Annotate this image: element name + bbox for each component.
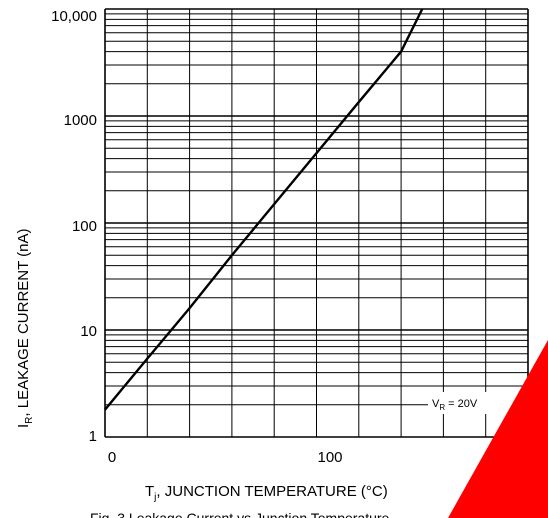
y-tick-1000: 1000 [64, 112, 97, 129]
y-axis-title-main: I [15, 424, 32, 428]
watermark-diagonal [448, 340, 548, 518]
x-axis-title-sub: j [153, 492, 156, 503]
y-tick-1: 1 [89, 428, 97, 445]
annotation-box [428, 392, 512, 414]
watermark-stroke [448, 340, 548, 518]
y-axis-title-sub: R [24, 417, 35, 424]
vr-annotation-rest: = 20V [445, 398, 478, 410]
y-tick-10000: 10,000 [51, 8, 97, 25]
vr-annotation-main: V [432, 398, 440, 410]
vr-annotation-sub: R [439, 403, 445, 412]
x-axis-title-main: T [145, 483, 154, 500]
figure-caption: Fig. 3 Leakage Current vs Junction Tempe… [90, 510, 390, 518]
watermark-band [528, 470, 548, 518]
grid [104, 8, 529, 438]
x-axis-title-rest: , JUNCTION TEMPERATURE (°C) [156, 483, 387, 500]
x-tick-0: 0 [108, 449, 116, 466]
y-axis-title-rest: , LEAKAGE CURRENT (nA) [15, 228, 32, 416]
x-axis-title: Tj, JUNCTION TEMPERATURE (°C) [145, 483, 388, 503]
x-tick-100: 100 [317, 449, 342, 466]
vr-annotation: VR = 20V [432, 398, 478, 412]
series-layer [104, 8, 424, 411]
y-tick-10: 10 [80, 323, 97, 340]
y-axis-title: IR, LEAKAGE CURRENT (nA) [15, 228, 35, 428]
y-tick-100: 100 [72, 218, 97, 235]
series-line-0 [104, 8, 424, 411]
